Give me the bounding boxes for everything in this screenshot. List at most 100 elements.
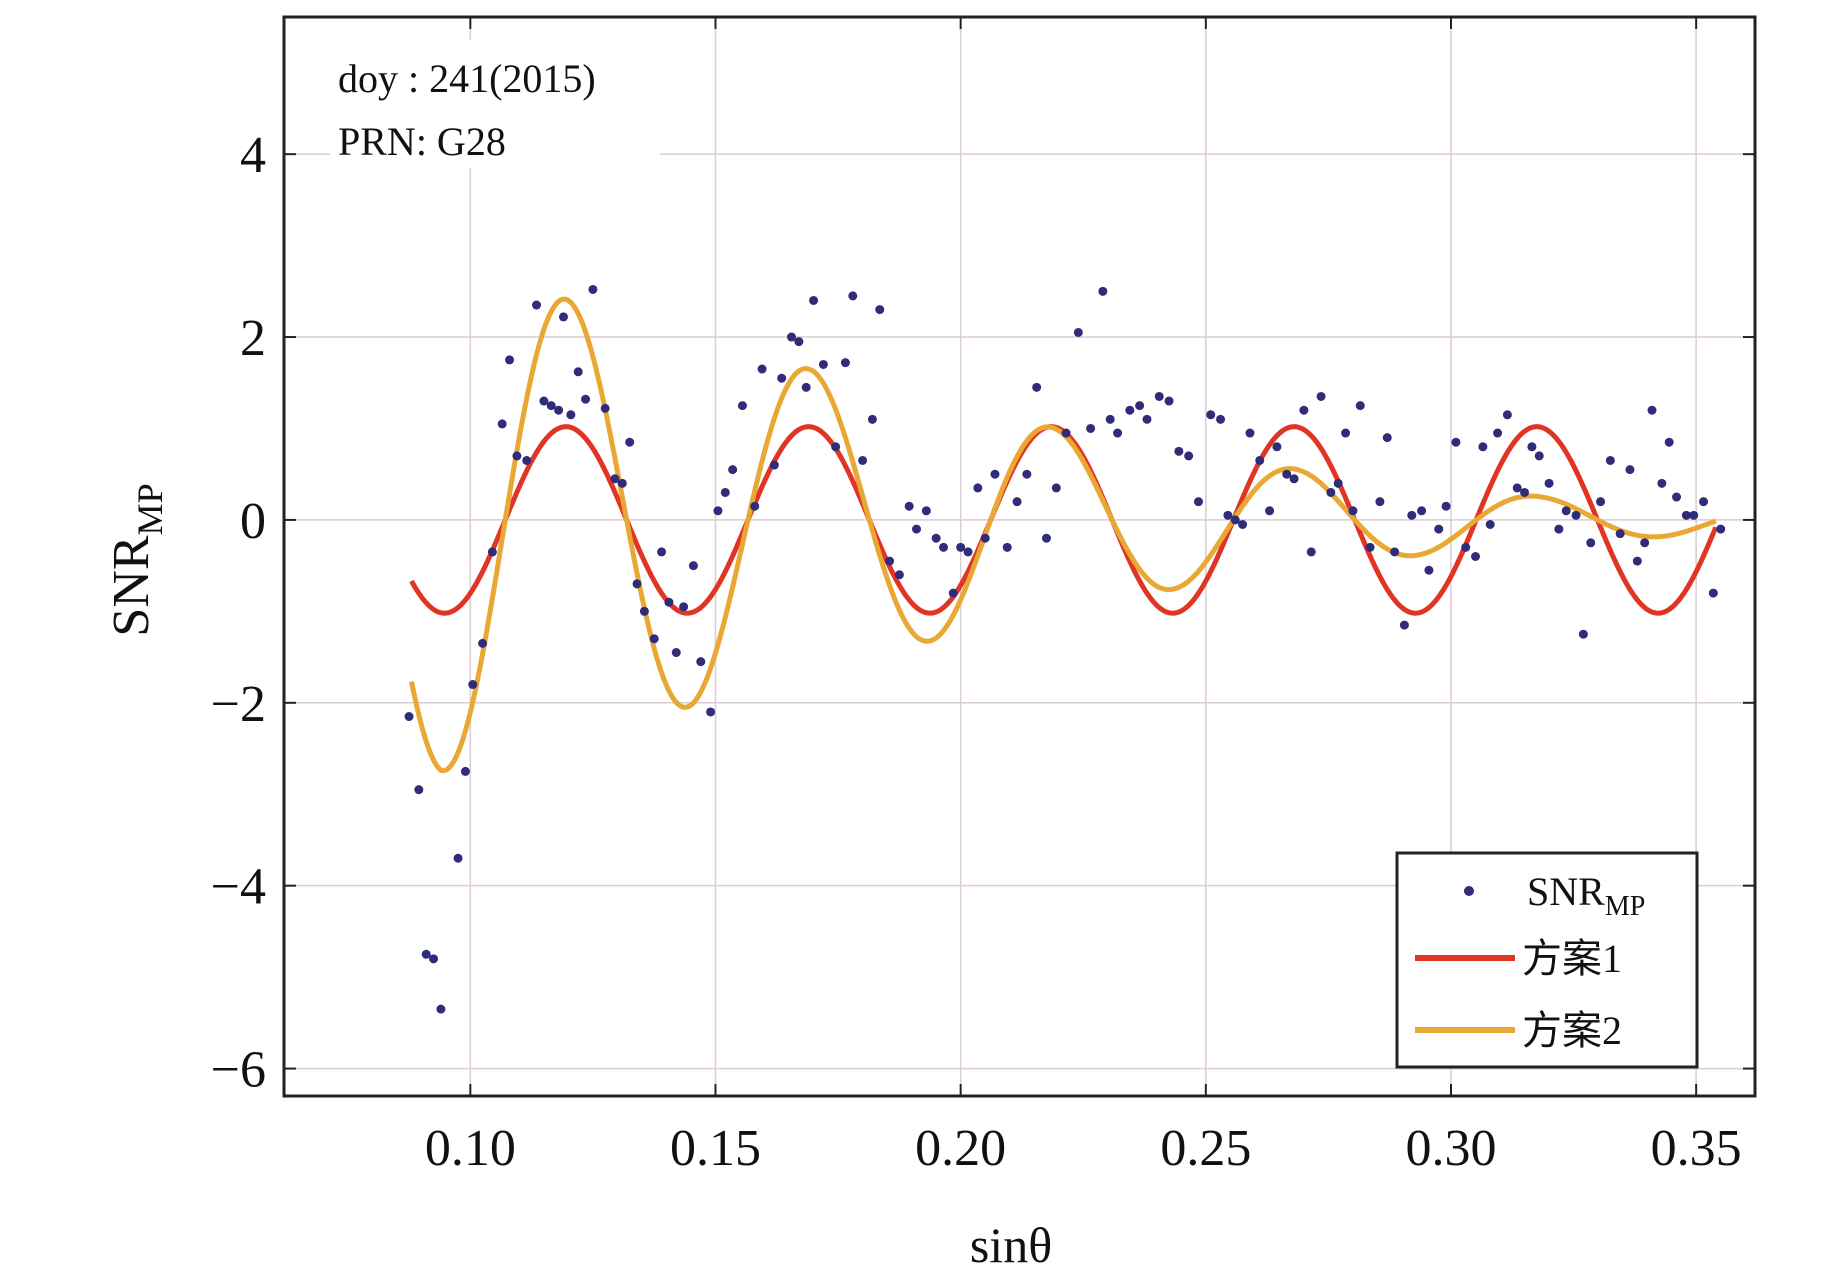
snr-mp-point xyxy=(497,419,507,429)
snr-mp-point xyxy=(1135,401,1145,411)
snr-mp-point xyxy=(1424,565,1434,575)
snr-mp-point xyxy=(1578,629,1588,639)
snr-mp-point xyxy=(696,657,706,667)
axis-ticks xyxy=(284,17,1755,1096)
snr-mp-point xyxy=(532,300,542,310)
snr-mp-point xyxy=(963,547,973,557)
legend-label-scheme1: 方案1 xyxy=(1522,936,1622,981)
snr-mp-point xyxy=(867,414,877,424)
series-scheme2 xyxy=(409,296,1717,774)
y-tick-label: 4 xyxy=(240,127,266,184)
annotation-doy: doy : 241(2015) xyxy=(338,56,596,101)
legend-label-scheme2: 方案2 xyxy=(1522,1008,1622,1053)
y-axis-label: SNRMP xyxy=(103,483,170,636)
snr-mp-point xyxy=(1512,483,1522,493)
snr-mp-point xyxy=(505,355,515,365)
snr-mp-point xyxy=(1282,469,1292,479)
snr-mp-point xyxy=(573,367,583,377)
snr-mp-point xyxy=(973,483,983,493)
snr-mp-point xyxy=(1461,542,1471,552)
snr-mp-point xyxy=(671,648,681,658)
snr-mp-point xyxy=(939,542,948,552)
snr-mp-point xyxy=(1142,414,1152,424)
snr-mp-point xyxy=(1471,552,1481,561)
y-tick-label: −4 xyxy=(211,859,266,916)
snr-mp-point xyxy=(1051,483,1061,493)
snr-mp-point xyxy=(1657,478,1667,488)
snr-mp-point xyxy=(1105,414,1115,424)
snr-mp-point xyxy=(931,533,941,543)
snr-mp-point xyxy=(1223,510,1233,520)
snr-mp-point xyxy=(737,401,747,411)
snr-mp-point xyxy=(625,437,635,447)
snr-mp-point xyxy=(858,455,868,465)
snr-mp-point xyxy=(894,570,904,580)
snr-mp-point xyxy=(1544,478,1554,488)
snr-mp-point xyxy=(1333,478,1343,488)
snr-mp-point xyxy=(1061,428,1071,438)
plot-frame xyxy=(282,15,1757,1098)
legend-marker-snr-mp xyxy=(1464,886,1474,896)
snr-mp-point xyxy=(1664,437,1674,447)
y-tick-label: −2 xyxy=(211,676,266,733)
legend-label-snr-mp: SNRMP xyxy=(1527,869,1645,922)
snr-mp-point xyxy=(1355,401,1365,411)
snr-mp-point xyxy=(639,606,649,616)
snr-mp-point xyxy=(1681,510,1691,520)
annotation-box: doy : 241(2015) PRN: G28 xyxy=(330,40,660,168)
snr-mp-point xyxy=(1586,538,1596,548)
snr-mp-point xyxy=(1434,524,1444,534)
snr-mp-point xyxy=(713,506,723,516)
snr-mp-point xyxy=(554,405,564,415)
snr-mp-point xyxy=(1012,497,1022,507)
snr-mp-point xyxy=(1485,520,1495,529)
x-tick-label: 0.10 xyxy=(425,1120,516,1177)
x-tick-label: 0.25 xyxy=(1160,1120,1251,1177)
snr-mp-point xyxy=(522,455,532,465)
snr-mp-point xyxy=(1605,455,1615,465)
snr-mp-point xyxy=(801,382,811,392)
snr-mp-point xyxy=(1193,497,1203,507)
y-tick-label: 0 xyxy=(240,493,266,550)
y-axis-label-sub: MP xyxy=(130,483,170,535)
snr-mp-point xyxy=(1113,428,1123,438)
snr-mp-point xyxy=(1316,391,1326,401)
snr-mp-point xyxy=(468,680,478,690)
snr-mp-point xyxy=(1341,428,1351,438)
snr-mp-point xyxy=(1125,405,1135,415)
snr-mp-point xyxy=(1554,524,1564,534)
snr-mp-point xyxy=(664,597,674,607)
y-axis-label-main: SNR xyxy=(103,535,160,636)
snr-mp-point xyxy=(1365,542,1375,552)
snr-mp-point xyxy=(1375,497,1385,507)
y-tick-label: 2 xyxy=(240,310,266,367)
snr-mp-point xyxy=(875,305,885,315)
snr-mp-point xyxy=(617,478,627,488)
snr-mp-point xyxy=(1238,520,1248,529)
snr-mp-point xyxy=(1478,442,1488,452)
snr-mp-point xyxy=(1493,428,1503,438)
snr-mp-point xyxy=(848,291,858,301)
snr-mp-point xyxy=(657,547,667,557)
snr-mp-point xyxy=(1615,529,1625,539)
snr-mp-point xyxy=(769,460,779,470)
snr-mp-point xyxy=(1073,327,1083,337)
snr-mp-point xyxy=(912,524,922,534)
snr-mp-point xyxy=(632,579,642,589)
snr-mp-point xyxy=(1265,506,1275,516)
snr-mp-point xyxy=(885,556,895,566)
snr-mp-point xyxy=(478,638,488,648)
snr-mp-point xyxy=(1399,620,1409,630)
snr-mp-point xyxy=(429,954,439,964)
snr-mp-point xyxy=(831,442,841,452)
snr-mp-point xyxy=(436,1004,446,1014)
snr-mp-point xyxy=(581,394,591,404)
snr-mp-point xyxy=(1206,410,1216,420)
snr-mp-point xyxy=(1002,542,1012,552)
snr-mp-point xyxy=(1647,405,1657,415)
snr-mp-point xyxy=(566,410,576,420)
snr-mp-point xyxy=(1502,410,1512,420)
snr-mp-point xyxy=(1571,510,1581,520)
snr-mp-point xyxy=(1561,506,1571,516)
snr-mp-point xyxy=(588,284,598,294)
